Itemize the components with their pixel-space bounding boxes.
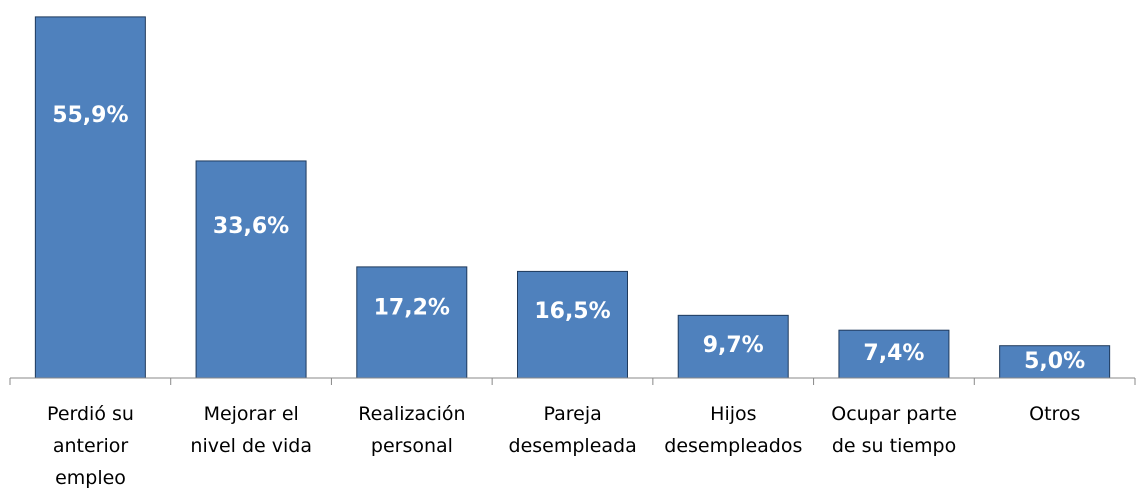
value-label: 17,2% [374,295,450,320]
value-label: 9,7% [703,333,764,358]
bar [517,270,628,379]
bar [34,16,146,379]
bar [999,345,1111,379]
value-label: 5,0% [1024,349,1085,374]
value-label: 16,5% [534,299,610,324]
x-tick-label: Mejorar el nivel de vida [190,403,312,457]
value-label: 7,4% [863,341,924,366]
x-tick-label: Pareja desempleada [508,403,637,457]
x-tick-label: Realización personal [358,403,466,457]
value-label: 33,6% [213,214,289,239]
x-tick-label: Ocupar parte de su tiempo [831,403,957,457]
value-label: 55,9% [52,103,128,128]
bar [195,160,307,379]
x-tick-label: Hijos desempleados [664,403,803,457]
bar [356,266,468,379]
x-tick-label: Perdió su anterior empleo [47,403,134,488]
x-tick-label: Otros [1029,403,1081,425]
